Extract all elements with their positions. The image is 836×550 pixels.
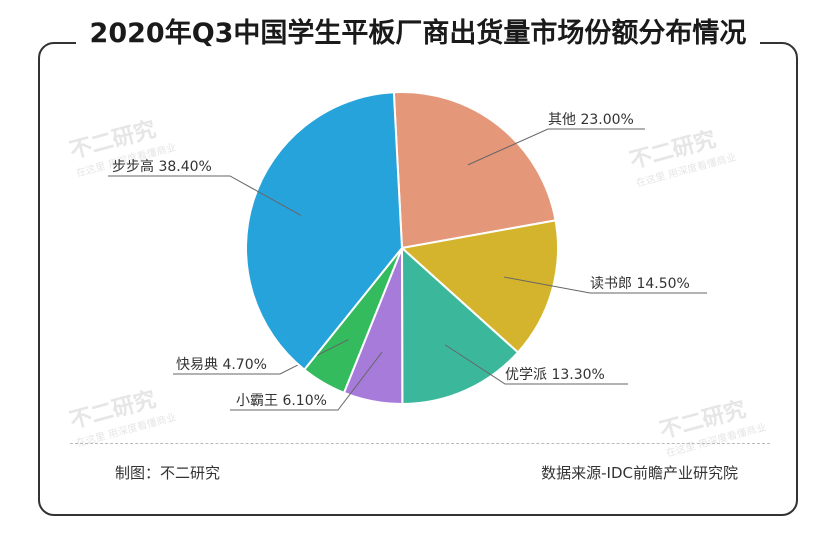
pie-slice — [400, 245, 520, 406]
slice-label: 小霸王 6.10% — [236, 393, 327, 409]
footer-divider — [70, 443, 770, 444]
leader-line — [108, 175, 302, 216]
slice-label: 步步高 38.40% — [112, 158, 212, 175]
leader-line — [444, 344, 628, 385]
leader-line — [503, 276, 707, 294]
slice-label: 其他 23.00% — [548, 112, 634, 128]
slice-label: 快易典 4.70% — [176, 357, 267, 373]
leader-line — [230, 351, 383, 411]
slice-label: 读书郎 14.50% — [590, 275, 690, 292]
chart-title: 2020年Q3中国学生平板厂商出货量市场份额分布情况 — [0, 14, 836, 54]
footer-source: 数据来源-IDC前瞻产业研究院 — [541, 464, 738, 482]
footer-credit: 制图：不二研究 — [115, 464, 221, 482]
leader-line — [467, 128, 645, 166]
pie-slice — [245, 91, 404, 372]
slice-label: 优学派 13.30% — [505, 367, 605, 383]
pie-slice — [392, 91, 557, 250]
pie-slice — [399, 219, 559, 354]
leader-line — [173, 339, 349, 375]
